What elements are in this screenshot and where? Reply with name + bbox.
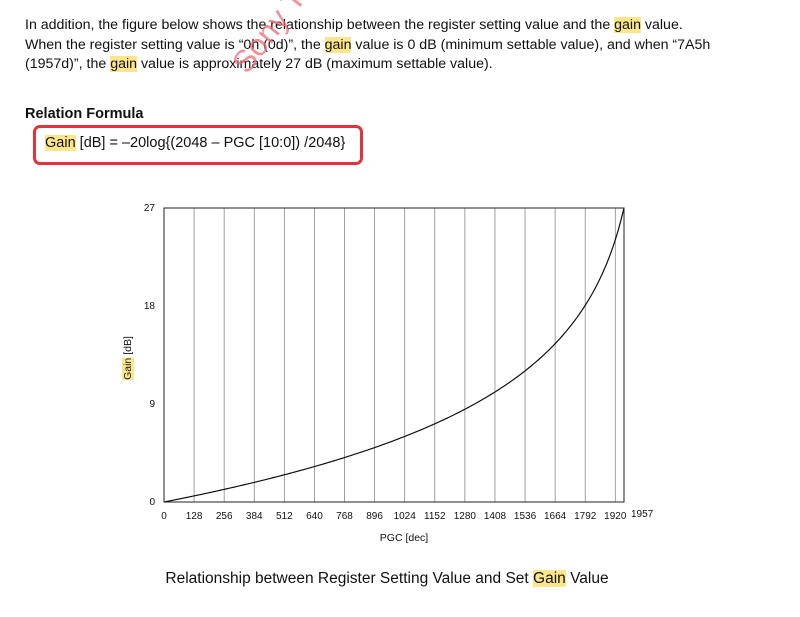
gain-highlight — [122, 357, 134, 380]
gain-chart: 0 128 256 384 512 640 768 896 1024 1152 1280 1408 15… — [122, 203, 654, 544]
x-tick-label: 1536 — [514, 511, 537, 522]
x-tick-label: 1280 — [454, 511, 477, 522]
x-tick-label: 1792 — [574, 511, 597, 522]
y-tick-label: 9 — [149, 399, 155, 410]
x-axis-label: PGC [dec] — [380, 532, 429, 544]
gain-highlight: gain — [324, 36, 352, 53]
y-axis-label: Gain [dB] — [122, 336, 134, 380]
y-tick-label: 18 — [144, 301, 156, 312]
intro-line1-text: In addition, the figure below shows the … — [25, 17, 615, 33]
chart-grid — [193, 208, 616, 502]
gain-highlight: gain — [110, 56, 138, 72]
gain-highlight: Gain — [45, 135, 76, 151]
x-tick-labels: 0 128 256 384 512 640 768 896 1024 1152 1280 1408 15… — [161, 509, 653, 522]
figure-caption: Relationship between Register Setting Va… — [0, 570, 800, 588]
y-tick-label: 0 — [149, 497, 155, 508]
gain-highlight: Gain — [533, 570, 566, 587]
y-tick-label: 27 — [144, 203, 156, 214]
intro-line3-end: value is approximately 27 dB (maximum se… — [137, 56, 493, 72]
x-tick-label: 1024 — [394, 511, 417, 522]
gain-highlight: gain — [614, 17, 641, 33]
x-tick-label: 768 — [336, 511, 353, 522]
plot-frame — [163, 207, 625, 503]
x-tick-label: 384 — [246, 511, 263, 522]
x-tick-label: 1408 — [484, 511, 507, 522]
intro-line2-text: When the register setting value is “0h (… — [25, 36, 325, 53]
y-tick-labels: 0 9 18 27 — [144, 203, 156, 508]
x-tick-label: 512 — [276, 511, 293, 522]
y-axis-label-unit: [dB] — [122, 336, 134, 358]
intro-line3-text: (1957d)”, the — [25, 56, 111, 72]
x-tick-label: 1957 — [631, 509, 654, 520]
x-tick-label: 1920 — [604, 511, 627, 522]
formula-heading: Relation Formula — [25, 106, 144, 122]
x-tick-label: 256 — [216, 511, 233, 522]
formula-expression: [dB] = –20log{(2048 – PGC [10:0]) /2048} — [75, 135, 346, 151]
gain-curve — [163, 207, 625, 503]
x-tick-label: 128 — [186, 511, 203, 522]
x-tick-label: 896 — [366, 511, 383, 522]
intro-line1-end: value. — [640, 17, 683, 33]
x-tick-label: 640 — [306, 511, 323, 522]
formula-text: Gain [dB] = –20log{(2048 – PGC [10:0]) /… — [45, 135, 345, 151]
intro-line2-end: value is 0 dB (minimum settable value), … — [351, 36, 711, 53]
x-tick-label: 1152 — [424, 511, 446, 522]
caption-end: Value — [565, 570, 609, 587]
y-axis-label-gain: Gain — [122, 358, 134, 380]
caption-text: Relationship between Register Setting Va… — [165, 570, 534, 587]
x-tick-label: 1664 — [544, 511, 567, 522]
x-tick-label: 0 — [161, 511, 167, 522]
intro-paragraph: In addition, the figure below shows the … — [25, 16, 775, 75]
formula-box: Gain [dB] = –20log{(2048 – PGC [10:0]) /… — [33, 125, 363, 165]
